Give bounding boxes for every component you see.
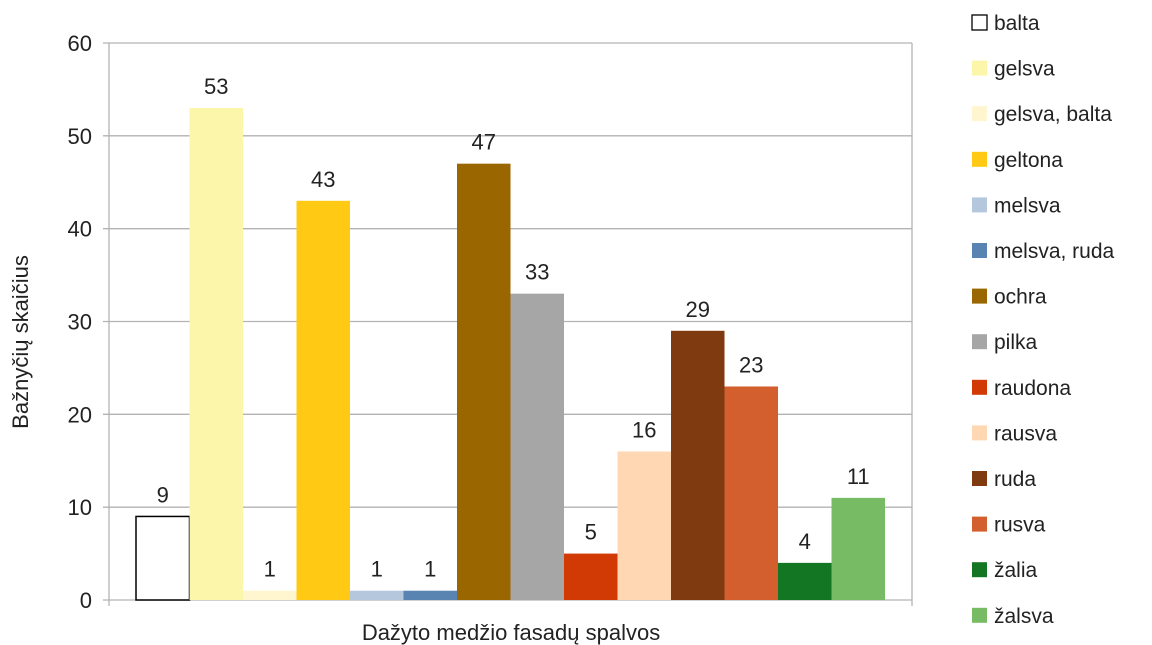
legend-swatch (972, 562, 987, 578)
legend-label: melsva, ruda (994, 240, 1115, 263)
legend-label: žalia (994, 559, 1038, 582)
bar (778, 562, 832, 600)
y-tick-label: 30 (68, 310, 92, 335)
data-label: 33 (525, 260, 549, 285)
legend-swatch (972, 471, 987, 486)
data-label: 11 (847, 464, 870, 489)
data-label: 1 (424, 557, 436, 582)
data-label: 29 (686, 297, 710, 322)
y-axis-title: Bažnyčių skaičius (8, 255, 33, 429)
data-label: 53 (204, 74, 228, 99)
legend-swatch (972, 425, 987, 441)
bar (564, 553, 618, 600)
legend-label: ochra (994, 286, 1047, 309)
y-axis-ticks: 0 10 20 30 40 50 60 (68, 31, 92, 613)
bar (510, 293, 564, 600)
legend-swatch (972, 243, 987, 258)
bar (724, 386, 778, 600)
legend-swatch (972, 106, 987, 122)
legend-swatch (972, 197, 987, 213)
bar (350, 590, 404, 600)
data-label: 4 (799, 529, 811, 554)
y-tick-label: 60 (68, 31, 92, 56)
x-axis-title: Dažyto medžio fasadų spalvos (362, 620, 660, 645)
legend-label: žalsva (994, 605, 1054, 628)
legend-label: rausva (994, 422, 1057, 445)
legend-label: balta (994, 12, 1040, 35)
data-label: 5 (585, 520, 597, 545)
legend-label: pilka (994, 331, 1038, 354)
data-label: 43 (311, 167, 335, 192)
legend-swatch (971, 14, 988, 31)
data-label: 1 (371, 557, 383, 582)
bar (831, 497, 885, 600)
legend-label: raudona (994, 377, 1071, 400)
data-label: 9 (157, 482, 169, 507)
legend-label: gelsva, balta (994, 103, 1112, 126)
legend-label: melsva (994, 194, 1061, 217)
y-tick-label: 10 (68, 495, 92, 520)
y-tick-label: 0 (80, 588, 92, 613)
bar (617, 451, 671, 600)
legend-swatch (972, 334, 987, 350)
legend-swatch (972, 60, 987, 76)
data-label: 16 (632, 417, 656, 442)
y-tick-label: 40 (68, 217, 92, 242)
legend-swatch (972, 516, 987, 532)
data-label: 1 (264, 557, 276, 582)
y-tick-label: 20 (68, 402, 92, 427)
legend-label: geltona (994, 149, 1063, 172)
legend: balta gelsva gelsva, balta geltona melsva mel… (971, 12, 1115, 628)
legend-label: rusva (994, 514, 1046, 537)
bar (671, 330, 725, 600)
legend-label: gelsva (994, 58, 1055, 81)
bars (135, 107, 885, 601)
bar (243, 590, 297, 600)
bar (189, 107, 243, 600)
data-label: 23 (739, 352, 763, 377)
legend-swatch (972, 607, 987, 623)
y-tick-label: 50 (68, 124, 92, 149)
legend-swatch (972, 379, 987, 395)
bar (403, 590, 457, 600)
bar (296, 200, 350, 601)
legend-swatch (972, 288, 987, 304)
bar (135, 515, 191, 601)
legend-swatch (972, 151, 987, 167)
legend-label: ruda (994, 468, 1036, 491)
bar (457, 163, 511, 600)
data-label: 47 (472, 130, 496, 155)
